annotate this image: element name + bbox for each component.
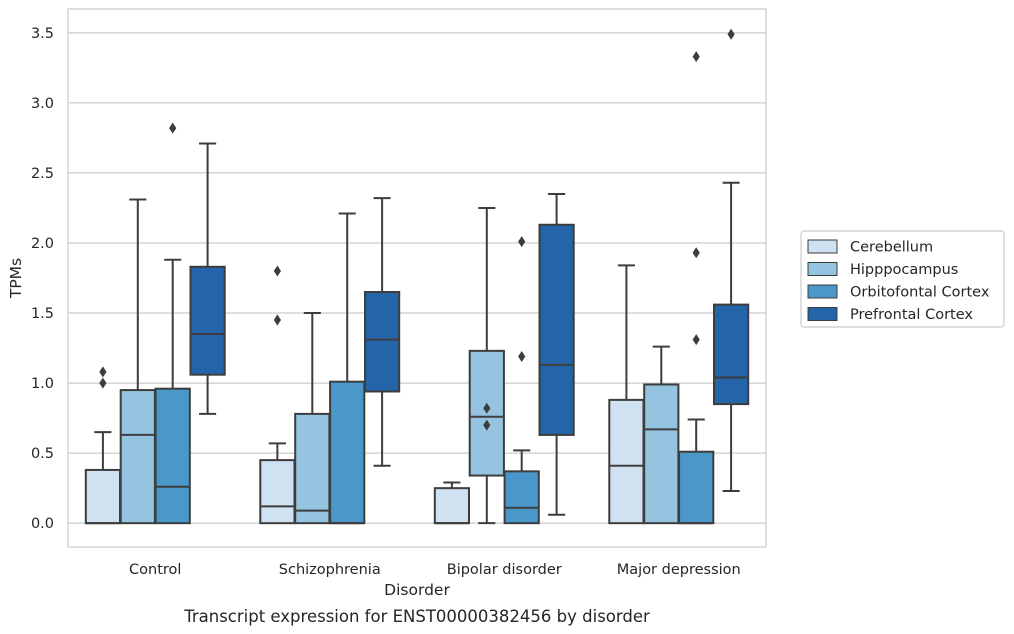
legend-label: Hipppocampus [850,262,958,278]
outlier-point [99,366,107,378]
y-tick-label: 1.5 [31,306,54,322]
box [608,398,645,525]
box [678,450,715,525]
box-group [712,28,750,492]
x-axis-title: Disorder [384,581,450,599]
x-tick-label: Control [129,562,181,578]
outlier-point [692,247,700,259]
box-group [329,212,366,525]
chart-caption: Transcript expression for ENST0000038245… [183,607,650,626]
box [259,459,296,525]
box-group [84,366,122,525]
x-tick-label: Major depression [617,562,741,578]
box [363,291,401,393]
legend-frame [800,230,1005,328]
box-group [678,51,715,525]
box-group [189,142,226,415]
x-tick-labels: Control Schizophrenia Bipolar disorder Majo… [129,562,741,578]
outlier-point [518,236,526,248]
x-tick-label: Bipolar disorder [447,562,562,578]
y-tick-label: 0.0 [31,516,54,532]
legend-swatch [807,239,838,254]
plot-frame [67,8,767,548]
box [119,389,156,525]
outlier-point [727,28,735,40]
y-tick-label: 1.0 [31,376,54,392]
legend-item: Hipppocampus [807,262,958,278]
y-tick-label: 2.0 [31,236,54,252]
box [154,387,191,525]
box-group [119,198,156,525]
outlier-point [518,350,526,362]
box [433,487,471,525]
box [538,223,575,436]
box-series [84,28,750,525]
legend-item: Prefrontal Cortex [807,307,973,323]
y-tick-labels: 0.0 0.5 1.0 1.5 2.0 2.5 3.0 3.5 [31,26,54,532]
outlier-point [483,419,491,431]
legend: Cerebellum Hipppocampus Orbitofontal Corte… [800,230,1005,328]
box-group [643,345,680,525]
box-group [538,192,575,516]
outlier-point [692,334,700,346]
y-tick-label: 3.0 [31,96,54,112]
box [329,380,366,525]
y-tick-label: 0.5 [31,446,54,462]
outlier-point [692,51,700,63]
box-group [294,312,331,525]
box-group [433,481,471,525]
legend-item: Orbitofontal Cortex [807,284,990,301]
legend-item: Cerebellum [807,239,933,256]
outlier-point [99,377,107,389]
box-group [468,206,505,525]
box [189,265,226,376]
x-tick-label: Schizophrenia [279,562,381,578]
box-group [503,236,540,525]
legend-swatch [807,284,838,299]
outlier-point [273,265,281,277]
legend-label: Cerebellum [850,240,933,256]
y-axis-title: TPMs [7,258,25,299]
box-group [154,122,191,525]
outlier-point [273,314,281,326]
legend-label: Orbitofontal Cortex [850,285,990,301]
outlier-point [169,122,177,134]
box [84,468,122,525]
box-group [259,265,296,525]
box [503,470,540,525]
box [294,412,331,525]
y-tick-label: 2.5 [31,166,54,182]
box [643,383,680,525]
y-tick-label: 3.5 [31,26,54,42]
box-group [608,264,645,525]
legend-label: Prefrontal Cortex [850,307,973,323]
legend-swatch [807,307,838,321]
box [712,303,750,406]
box-group [363,197,401,467]
outlier-point [483,402,491,414]
legend-swatch [807,262,838,276]
